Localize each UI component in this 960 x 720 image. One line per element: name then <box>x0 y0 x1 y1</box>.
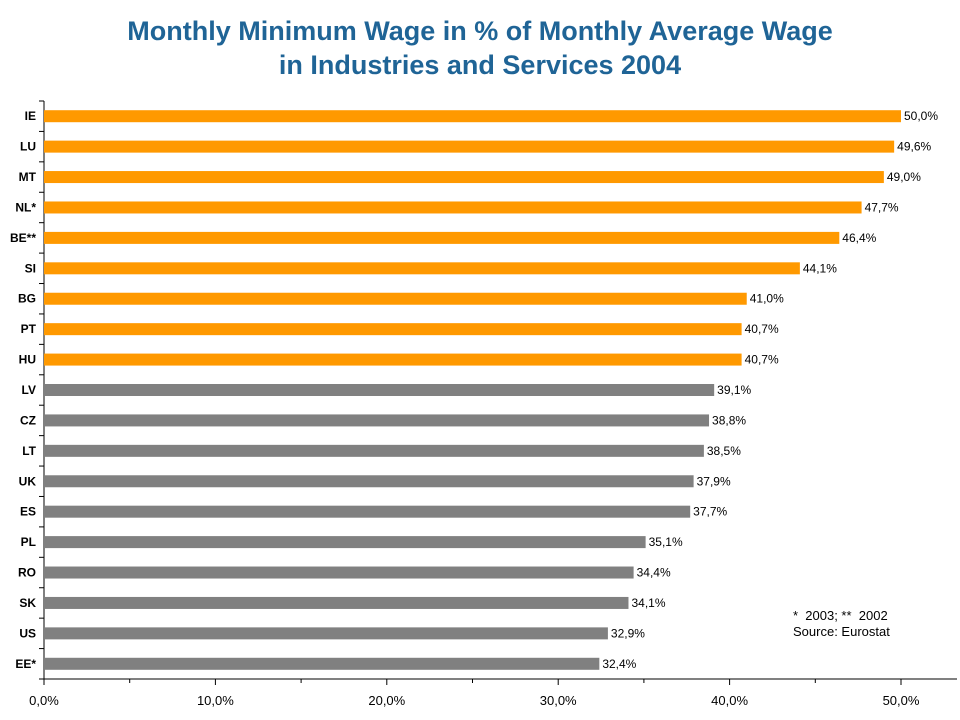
bar-value-label: 41,0% <box>750 292 784 306</box>
x-tick-label: 0,0% <box>29 693 59 708</box>
bar-value-label: 38,5% <box>707 444 741 458</box>
bar <box>44 262 800 275</box>
bar <box>44 414 710 427</box>
bar <box>44 231 840 244</box>
bar <box>44 627 608 640</box>
bar-value-label: 32,4% <box>602 657 636 671</box>
footnote: * 2003; ** 2002 Source: Eurostat <box>793 608 890 640</box>
bar-value-label: 38,8% <box>712 413 746 427</box>
bar-value-label: 40,7% <box>745 322 779 336</box>
bar <box>44 171 884 184</box>
category-label: UK <box>19 474 37 488</box>
bar <box>44 292 747 305</box>
category-label: CZ <box>20 413 36 427</box>
bar-value-label: 35,1% <box>649 535 683 549</box>
category-label: NL* <box>15 200 36 214</box>
chart-title: Monthly Minimum Wage in % of Monthly Ave… <box>0 14 960 82</box>
bar-value-label: 32,9% <box>611 626 645 640</box>
x-tick-label: 30,0% <box>540 693 577 708</box>
bar <box>44 536 646 549</box>
bar <box>44 596 629 609</box>
category-label: EE* <box>15 657 36 671</box>
bar-value-label: 47,7% <box>865 200 899 214</box>
category-label: RO <box>18 566 36 580</box>
category-label: SK <box>19 596 36 610</box>
bar-value-label: 34,4% <box>637 566 671 580</box>
bar-value-label: 37,7% <box>693 505 727 519</box>
category-label: PL <box>21 535 36 549</box>
bar <box>44 384 715 396</box>
bar-value-label: 39,1% <box>717 383 751 397</box>
bar-value-label: 40,7% <box>745 353 779 367</box>
bar <box>44 140 895 153</box>
category-label: HU <box>19 353 36 367</box>
category-label: LT <box>22 444 36 458</box>
x-tick-label: 50,0% <box>883 693 920 708</box>
bar <box>44 566 634 579</box>
bar <box>44 353 742 366</box>
category-label: IE <box>25 109 36 123</box>
category-label: BG <box>18 292 36 306</box>
bar <box>44 444 704 457</box>
chart-title-line-1: Monthly Minimum Wage in % of Monthly Ave… <box>127 16 833 46</box>
bar-value-label: 37,9% <box>697 474 731 488</box>
bar-value-label: 46,4% <box>842 231 876 245</box>
bar <box>44 110 901 123</box>
category-label: PT <box>21 322 37 336</box>
bar <box>44 475 694 488</box>
x-tick-label: 10,0% <box>197 693 234 708</box>
bar-value-label: 49,0% <box>887 170 921 184</box>
category-label: SI <box>25 261 36 275</box>
footnote-source: Source: Eurostat <box>793 624 890 639</box>
chart-title-line-2: in Industries and Services 2004 <box>278 50 682 80</box>
bar <box>44 201 862 214</box>
x-tick-label: 40,0% <box>711 693 748 708</box>
bar-value-label: 34,1% <box>631 596 665 610</box>
bar-value-label: 44,1% <box>803 261 837 275</box>
category-label: US <box>19 626 36 640</box>
category-label: LU <box>20 140 36 154</box>
category-label: MT <box>19 170 37 184</box>
bar <box>44 657 600 670</box>
footnote-years: * 2003; ** 2002 <box>793 608 888 623</box>
category-label: LV <box>22 383 36 397</box>
category-label: BE** <box>10 231 36 245</box>
bar <box>44 505 691 518</box>
bar <box>44 323 742 336</box>
category-label: ES <box>20 505 36 519</box>
bar-value-label: 50,0% <box>904 109 938 123</box>
bar-value-label: 49,6% <box>897 140 931 154</box>
x-tick-label: 20,0% <box>368 693 405 708</box>
